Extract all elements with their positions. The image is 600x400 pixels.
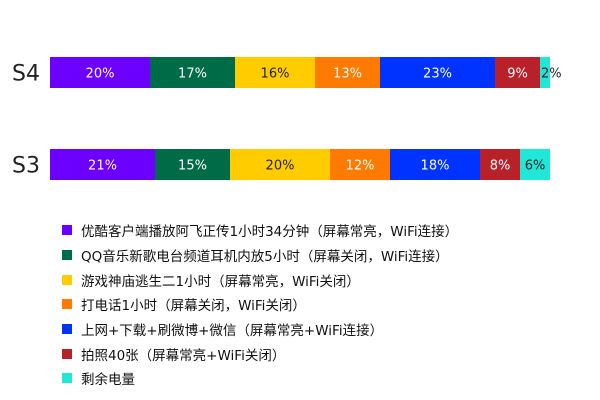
bar-segment-s3-1	[155, 149, 230, 180]
data-label-s4-1: 17%	[178, 67, 207, 82]
data-label-s4-2: 16%	[261, 67, 290, 82]
bar-segment-s3-3	[330, 149, 390, 180]
legend-item: 拍照40张（屏幕常亮+WiFi关闭）	[62, 341, 582, 366]
legend-swatch	[62, 250, 72, 261]
legend-item: 游戏神庙逃生二1小时（屏幕常亮，WiFi关闭）	[62, 267, 582, 292]
legend-item: 优酷客户端播放阿飞正传1小时34分钟（屏幕常亮，WiFi连接）	[62, 218, 582, 243]
data-label-s4-0: 20%	[86, 67, 115, 82]
legend-label: 打电话1小时（屏幕关闭，WiFi关闭）	[81, 298, 306, 315]
legend-swatch	[62, 324, 72, 335]
legend-label: 上网+下载+刷微博+微信（屏幕常亮+WiFi连接）	[81, 323, 384, 340]
legend-item: 上网+下载+刷微博+微信（屏幕常亮+WiFi连接）	[62, 317, 582, 342]
bar-segment-s4-4	[380, 57, 495, 88]
category-label-s3: S3	[12, 154, 40, 179]
data-label-s3-1: 15%	[178, 159, 207, 174]
bar-segment-s3-6	[520, 149, 550, 180]
bar-segment-s3-5	[480, 149, 520, 180]
legend-swatch	[62, 225, 72, 236]
legend: 优酷客户端播放阿飞正传1小时34分钟（屏幕常亮，WiFi连接） QQ音乐新歌电台频…	[62, 218, 582, 391]
data-label-s3-6: 6%	[525, 159, 546, 174]
data-label-s4-4: 23%	[423, 67, 452, 82]
bar-segment-s4-1	[150, 57, 235, 88]
legend-swatch	[62, 274, 72, 285]
bar-segment-s4-3	[315, 57, 380, 88]
legend-label: 拍照40张（屏幕常亮+WiFi关闭）	[81, 347, 286, 364]
bar-segment-s3-2	[230, 149, 330, 180]
data-label-s3-5: 8%	[490, 159, 511, 174]
legend-item: 打电话1小时（屏幕关闭，WiFi关闭）	[62, 292, 582, 317]
bar-segment-s4-5	[495, 57, 540, 88]
legend-swatch	[62, 299, 72, 310]
legend-label: QQ音乐新歌电台频道耳机内放5小时（屏幕关闭，WiFi连接）	[81, 249, 449, 266]
data-label-s4-6: 2%	[541, 67, 562, 82]
bar-segment-s4-6	[540, 57, 550, 88]
legend-item: QQ音乐新歌电台频道耳机内放5小时（屏幕关闭，WiFi连接）	[62, 243, 582, 268]
stacked-bar-chart: S4 20% 17% 16% 13% 23% 9% 2% S3 21% 15% 20% 12% 18% 8%…	[12, 57, 562, 180]
data-label-s4-5: 9%	[507, 67, 528, 82]
data-label-s4-3: 13%	[333, 67, 362, 82]
data-label-s3-2: 20%	[266, 159, 295, 174]
bar-segment-s4-0	[50, 57, 150, 88]
data-label-s3-3: 12%	[346, 159, 375, 174]
bar-segment-s3-0	[50, 149, 155, 180]
category-label-s4: S4	[12, 62, 40, 87]
bar-segment-s3-4	[390, 149, 480, 180]
legend-item: 剩余电量	[62, 366, 582, 391]
legend-swatch	[62, 373, 72, 384]
legend-label: 游戏神庙逃生二1小时（屏幕常亮，WiFi关闭）	[81, 273, 360, 290]
data-label-s3-4: 18%	[421, 159, 450, 174]
legend-swatch	[62, 348, 72, 359]
bar-segment-s4-2	[235, 57, 315, 88]
data-label-s3-0: 21%	[88, 159, 117, 174]
legend-label: 剩余电量	[81, 372, 135, 389]
legend-label: 优酷客户端播放阿飞正传1小时34分钟（屏幕常亮，WiFi连接）	[81, 224, 459, 241]
